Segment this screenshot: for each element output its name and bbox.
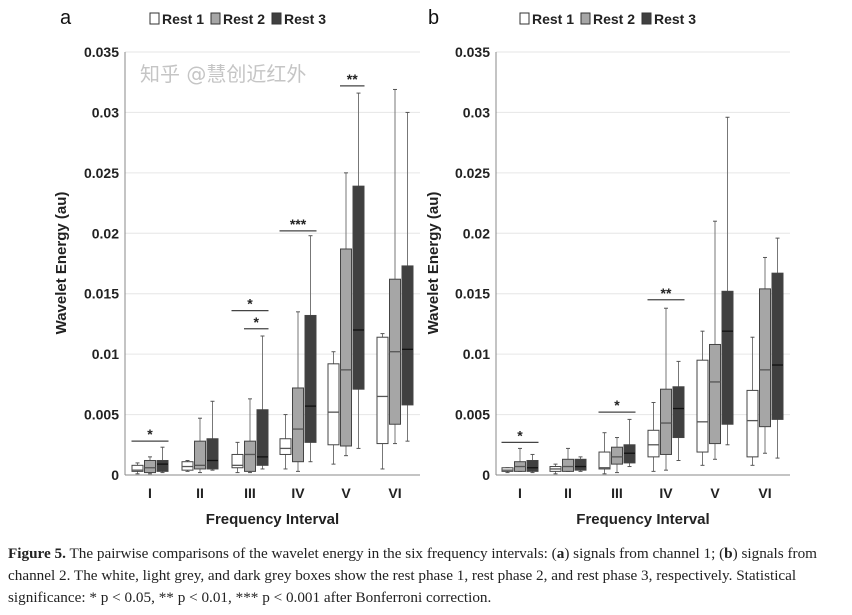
legend-label: Rest 2 xyxy=(593,11,635,27)
box-rest-1 xyxy=(131,464,144,472)
caption-panel-b: b xyxy=(724,545,733,562)
x-axis-label: Frequency Interval xyxy=(206,511,339,528)
significance-label: * xyxy=(147,426,153,442)
panel-label: b xyxy=(428,7,439,29)
watermark: 知乎 @慧创近红外 xyxy=(140,62,307,86)
box-rest-2 xyxy=(562,458,574,472)
caption-text: The pairwise comparisons of the wavelet … xyxy=(65,545,557,562)
y-tick-label: 0.01 xyxy=(463,346,490,362)
x-tick-label: III xyxy=(244,485,256,501)
box-rest-2 xyxy=(244,440,256,472)
legend-swatch xyxy=(519,12,530,25)
figure-label: Figure 5. xyxy=(8,545,66,562)
significance-label: *** xyxy=(290,216,307,232)
y-tick-label: 0.02 xyxy=(92,225,119,241)
significance-label: * xyxy=(254,314,260,330)
y-tick-label: 0.035 xyxy=(455,44,490,60)
box-rest-3 xyxy=(156,459,169,472)
x-tick-label: I xyxy=(148,485,152,501)
box-rest-2 xyxy=(709,343,721,445)
panel-label: a xyxy=(60,7,72,29)
y-tick-label: 0.025 xyxy=(455,165,490,181)
caption-panel-a: a xyxy=(556,545,565,562)
figure: a Rest 1 Rest 2 Rest 3 0 0.005 0.01 0.015 0.02 0.… xyxy=(53,7,790,528)
significance-label: ** xyxy=(661,285,672,301)
box-rest-3 xyxy=(721,290,734,425)
x-tick-label: V xyxy=(341,485,351,501)
x-tick-label: IV xyxy=(291,485,305,501)
legend-swatch xyxy=(149,12,160,25)
x-tick-label: I xyxy=(518,485,522,501)
y-tick-label: 0.025 xyxy=(84,165,119,181)
box-rest-1 xyxy=(696,359,709,453)
y-tick-label: 0.015 xyxy=(455,286,490,302)
box-rest-2 xyxy=(611,446,623,465)
box-rest-3 xyxy=(256,409,269,466)
box-rest-1 xyxy=(647,429,660,458)
box-rest-3 xyxy=(574,458,587,471)
box-rest-3 xyxy=(304,314,317,443)
box-rest-3 xyxy=(352,185,365,390)
box-rest-1 xyxy=(279,438,292,455)
legend-label: Rest 1 xyxy=(162,11,204,27)
box-rest-2 xyxy=(144,459,156,474)
box-rest-3 xyxy=(526,459,539,472)
y-tick-label: 0.005 xyxy=(84,407,119,423)
box-rest-1 xyxy=(376,336,389,445)
legend-swatch xyxy=(271,12,282,25)
y-tick-label: 0.03 xyxy=(92,104,119,120)
x-tick-label: VI xyxy=(758,485,771,501)
box-rest-2 xyxy=(660,388,672,455)
box-rest-3 xyxy=(672,386,685,439)
box-rest-2 xyxy=(292,387,304,463)
x-tick-label: V xyxy=(710,485,720,501)
x-tick-label: IV xyxy=(659,485,673,501)
x-tick-label: VI xyxy=(388,485,401,501)
box-rest-3 xyxy=(206,438,219,470)
significance-label: * xyxy=(517,427,523,443)
x-tick-label: II xyxy=(196,485,204,501)
y-axis-label: Wavelet Energy (au) xyxy=(425,192,442,335)
legend-swatch xyxy=(580,12,591,25)
y-tick-label: 0.035 xyxy=(84,44,119,60)
legend-swatch xyxy=(641,12,652,25)
y-axis-label: Wavelet Energy (au) xyxy=(53,192,70,335)
box-rest-2 xyxy=(194,440,206,470)
legend-label: Rest 3 xyxy=(284,11,326,27)
figure-caption: Figure 5. The pairwise comparisons of th… xyxy=(8,543,848,609)
significance-label: ** xyxy=(347,71,358,87)
y-tick-label: 0.015 xyxy=(84,286,119,302)
significance-label: * xyxy=(614,397,620,413)
legend-label: Rest 2 xyxy=(223,11,265,27)
y-tick-label: 0 xyxy=(482,467,490,483)
y-tick-label: 0.005 xyxy=(455,407,490,423)
box-rest-3 xyxy=(401,265,414,406)
box-rest-2 xyxy=(759,288,771,428)
box-rest-1 xyxy=(598,451,611,470)
y-tick-label: 0.02 xyxy=(463,225,490,241)
box-rest-1 xyxy=(327,363,340,446)
y-tick-label: 0.03 xyxy=(463,104,490,120)
box-rest-1 xyxy=(231,453,244,469)
legend-swatch xyxy=(210,12,221,25)
significance-label: * xyxy=(247,296,253,312)
legend-label: Rest 1 xyxy=(532,11,574,27)
x-tick-label: III xyxy=(611,485,623,501)
caption-text: ) signals from channel 2. The white, lig… xyxy=(8,545,817,606)
box-rest-2 xyxy=(340,248,352,447)
box-rest-3 xyxy=(771,272,784,420)
caption-text: ) signals from channel 1; ( xyxy=(564,545,725,562)
x-tick-label: II xyxy=(564,485,572,501)
x-axis-label: Frequency Interval xyxy=(576,511,709,528)
y-tick-label: 0.01 xyxy=(92,346,119,362)
box-rest-1 xyxy=(746,389,759,458)
y-tick-label: 0 xyxy=(111,467,119,483)
legend-label: Rest 3 xyxy=(654,11,696,27)
